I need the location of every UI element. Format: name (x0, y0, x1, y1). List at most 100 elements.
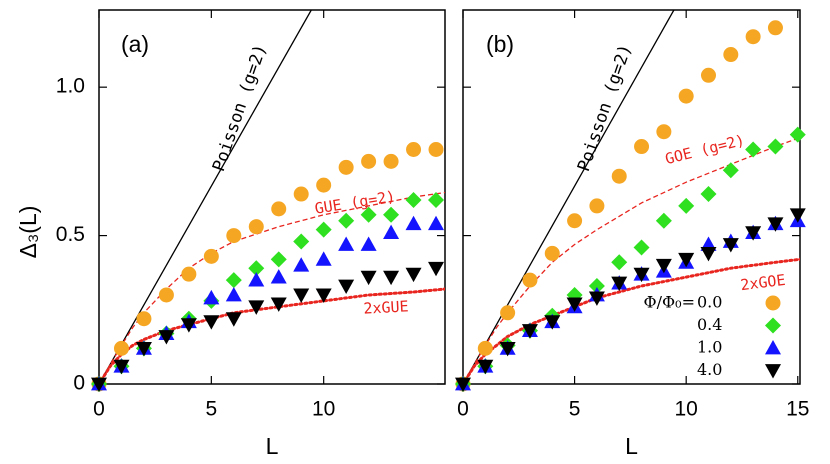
marker (588, 278, 605, 295)
marker (338, 279, 355, 295)
marker (316, 177, 332, 193)
x-axis-label: L (625, 433, 638, 459)
marker (633, 239, 650, 256)
legend-label: 0.0 (697, 293, 722, 312)
y-axis-label: Δ₃(L) (15, 206, 41, 259)
legend-marker (765, 364, 781, 379)
legend-marker (765, 317, 781, 334)
marker (700, 67, 716, 83)
curve-label: GOE (g=2) (663, 131, 746, 168)
marker (745, 141, 762, 158)
x-tick-label: 10 (312, 398, 335, 421)
marker (113, 340, 129, 356)
marker (405, 191, 422, 208)
plot-frame (462, 9, 801, 385)
marker (293, 288, 310, 303)
marker (611, 254, 628, 271)
y-tick-label: 1.0 (56, 75, 85, 98)
marker (767, 20, 783, 36)
marker (633, 267, 650, 283)
marker (700, 246, 717, 262)
legend-marker (765, 295, 781, 311)
marker (655, 258, 672, 274)
marker (522, 272, 538, 288)
marker (678, 88, 694, 104)
marker (203, 315, 220, 330)
marker (767, 217, 784, 232)
marker (500, 305, 516, 321)
marker (225, 272, 242, 289)
marker (588, 291, 605, 306)
marker (203, 248, 219, 264)
marker (91, 377, 107, 392)
legend-marker (765, 340, 781, 355)
marker (789, 208, 806, 223)
marker (611, 168, 627, 184)
marker (181, 266, 197, 282)
marker (544, 245, 560, 261)
legend-title: Φ/Φ₀= (644, 293, 695, 312)
marker (544, 315, 561, 330)
marker (566, 297, 583, 312)
marker (136, 311, 152, 327)
marker (678, 252, 695, 268)
marker (271, 201, 287, 217)
marker (678, 197, 695, 214)
marker (248, 300, 265, 315)
marker (656, 124, 672, 140)
plot-frame (98, 9, 446, 385)
marker (383, 206, 400, 223)
marker (338, 212, 355, 229)
marker (589, 198, 605, 214)
panel-label: (a) (121, 31, 149, 57)
x-tick-label: 15 (786, 398, 809, 421)
marker (428, 261, 445, 277)
panel-label: (b) (486, 31, 514, 57)
marker (158, 330, 175, 345)
marker (293, 233, 310, 250)
curve-label: Poisson (g=2) (209, 42, 271, 174)
marker (203, 289, 220, 305)
marker (361, 153, 377, 169)
marker (338, 236, 355, 251)
marker (360, 206, 377, 223)
marker (225, 286, 242, 302)
marker (383, 270, 400, 286)
marker (226, 228, 242, 244)
marker (405, 267, 422, 283)
marker (248, 219, 264, 235)
marker (113, 359, 130, 375)
marker (360, 236, 377, 251)
marker (406, 142, 422, 158)
marker (405, 215, 422, 231)
marker (428, 142, 444, 158)
legend-label: 0.4 (697, 315, 722, 334)
legend-label: 1.0 (697, 338, 722, 357)
marker (722, 238, 739, 253)
marker (745, 226, 762, 241)
marker (180, 318, 197, 333)
y-tick-label: 0.5 (56, 223, 85, 246)
curve-label: Poisson (g=2) (574, 42, 636, 174)
marker (135, 341, 152, 357)
marker (723, 47, 739, 63)
marker (270, 297, 287, 312)
marker (455, 377, 471, 392)
marker (293, 257, 310, 272)
marker (767, 138, 784, 155)
x-tick-label: 10 (674, 398, 697, 421)
marker (383, 224, 400, 240)
marker (700, 186, 717, 203)
marker (428, 215, 445, 231)
marker (315, 251, 332, 266)
marker (655, 212, 672, 229)
marker (270, 251, 287, 268)
marker (225, 312, 242, 327)
x-tick-label: 5 (205, 398, 217, 421)
x-tick-label: 0 (93, 398, 105, 421)
marker (634, 139, 650, 155)
marker (315, 221, 332, 238)
marker (293, 186, 309, 202)
theory-curve (463, 10, 675, 384)
